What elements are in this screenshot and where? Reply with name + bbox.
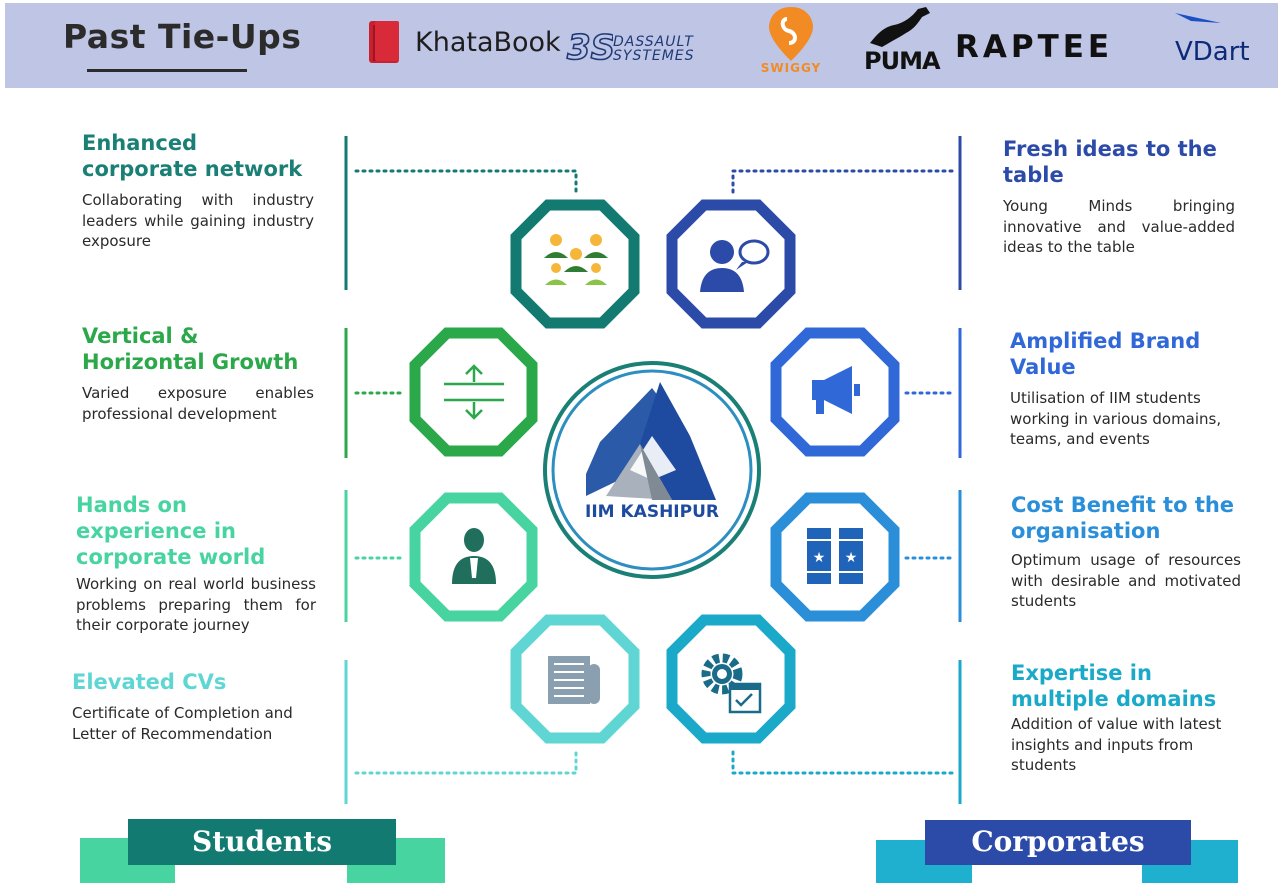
- idea-person-icon: [700, 239, 770, 292]
- benefit-heading: Elevated CVs: [72, 670, 227, 694]
- octagon-hands-on: [409, 492, 538, 622]
- octagon-fresh-ideas: [666, 199, 796, 329]
- octagon-growth: [409, 327, 538, 457]
- benefit-description: Utilisation of IIM students working in v…: [1010, 389, 1222, 448]
- iim-kashipur-emblem: [543, 361, 761, 579]
- students-badge: Students: [128, 819, 396, 865]
- benefit-description: Addition of value with latest insights a…: [1011, 715, 1222, 774]
- benefit-heading: Cost Benefit to the organisation: [1011, 493, 1235, 543]
- dotted-connector: [731, 746, 954, 775]
- svg-text:★: ★: [845, 550, 858, 566]
- benefit-heading: Amplified Brand Value: [1010, 329, 1201, 379]
- khatabook-wordmark: KhataBook: [415, 27, 561, 58]
- benefit-description: Collaborating with industry leaders whil…: [82, 191, 314, 250]
- vdart-logo: VDart: [1171, 7, 1279, 83]
- khatabook-book-icon: [369, 21, 399, 63]
- iim-kashipur-label: IIM KASHIPUR: [585, 502, 719, 522]
- svg-text:3S: 3S: [567, 28, 613, 68]
- students-label: Students: [192, 825, 332, 858]
- iim-logo-icon: [586, 382, 716, 500]
- corporates-badge: Corporates: [925, 820, 1191, 865]
- benefit-heading: Fresh ideas to the table: [1003, 137, 1217, 187]
- benefit-corporate-network: Enhanced corporate network Collaborating…: [82, 130, 314, 252]
- puma-wordmark: PUMA: [864, 47, 941, 75]
- octagon-elevated-cvs: [510, 614, 640, 744]
- benefit-description: Certificate of Completion and Letter of …: [72, 704, 293, 743]
- benefit-brand-value: Amplified Brand Value Utilisation of IIM…: [1010, 328, 1240, 450]
- gear-checklist-icon: [701, 653, 762, 714]
- page-title: Past Tie-Ups: [63, 17, 302, 56]
- title-underline: [87, 69, 247, 72]
- benefit-heading: Expertise in multiple domains: [1011, 661, 1217, 711]
- benefit-hands-on: Hands on experience in corporate world W…: [76, 492, 316, 636]
- benefit-heading: Hands on experience in corporate world: [76, 493, 266, 569]
- puma-logo: PUMA: [860, 3, 941, 83]
- megaphone-icon: [812, 366, 860, 414]
- swiggy-wordmark: SWIGGY: [760, 61, 822, 75]
- team-icon: [544, 234, 608, 285]
- growth-arrows-icon: [444, 364, 504, 420]
- dotted-connector: [731, 169, 954, 198]
- benefit-growth: Vertical & Horizontal Growth Varied expo…: [82, 323, 314, 424]
- tie-ups-header: Past Tie-Ups KhataBook 3S DASSAULT SYSTE…: [5, 3, 1278, 88]
- octagon-cost-benefit: ★ ★: [770, 492, 900, 622]
- octagon-expertise: [666, 614, 796, 744]
- benefit-heading: Vertical & Horizontal Growth: [82, 324, 299, 374]
- svg-text:★: ★: [813, 550, 826, 566]
- dassault-ds-icon: 3S: [566, 27, 616, 69]
- corporates-label: Corporates: [971, 825, 1145, 858]
- khatabook-logo: KhataBook: [365, 17, 561, 71]
- benefit-description: Young Minds bringing innovative and valu…: [1003, 197, 1235, 256]
- businessman-icon: [452, 528, 496, 584]
- dassault-line2: SYSTEMES: [613, 48, 695, 64]
- benefit-heading: Enhanced corporate network: [82, 131, 303, 181]
- octagon-brand-value: [770, 327, 900, 457]
- puma-cat-icon: [870, 7, 930, 47]
- document-icon: [548, 656, 600, 704]
- benefit-elevated-cvs: Elevated CVs Certificate of Completion a…: [72, 669, 312, 744]
- vdart-wordmark: VDart: [1175, 37, 1250, 67]
- benefit-cost: Cost Benefit to the organisation Optimum…: [1011, 492, 1241, 612]
- swiggy-logo: SWIGGY: [757, 3, 825, 83]
- swiggy-pin-icon: [769, 7, 813, 61]
- benefit-description: Optimum usage of resources with desirabl…: [1011, 551, 1241, 610]
- raptee-logo: RAPTEE: [955, 29, 1114, 65]
- vdart-swoosh-icon: [1175, 13, 1221, 23]
- benefit-fresh-ideas: Fresh ideas to the table Young Minds bri…: [1003, 136, 1235, 258]
- star-banners-icon: ★ ★: [807, 528, 863, 584]
- benefit-description: Varied exposure enables professional dev…: [82, 384, 314, 423]
- dotted-connector: [354, 169, 578, 198]
- dassault-logo: 3S DASSAULT SYSTEMES: [565, 23, 693, 73]
- benefit-expertise: Expertise in multiple domains Addition o…: [1011, 660, 1241, 776]
- dassault-line1: DASSAULT: [613, 34, 694, 50]
- octagon-corporate-network: [510, 199, 640, 329]
- benefit-description: Working on real world business problems …: [76, 575, 316, 634]
- dotted-connector: [354, 746, 578, 775]
